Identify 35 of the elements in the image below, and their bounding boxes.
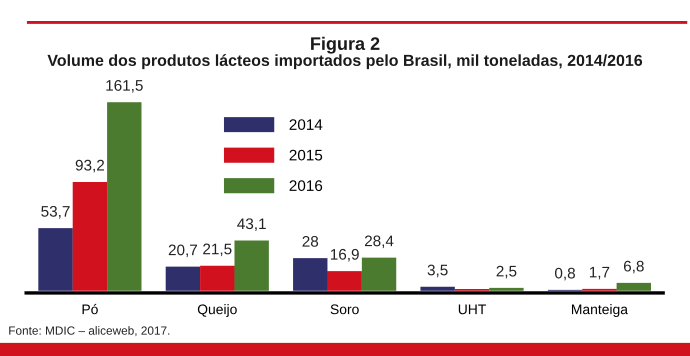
data-label: 3,5	[428, 264, 448, 278]
data-label: 28	[302, 236, 318, 247]
bar	[72, 182, 108, 291]
chart-subtitle: Volume dos produtos lácteos importados pelo Brasil, mil toneladas, 2014/2016	[47, 54, 642, 70]
data-label: 53,7	[41, 206, 70, 219]
bar	[362, 258, 396, 291]
source-note: Fonte: MDIC – aliceweb, 2017.	[9, 326, 170, 336]
x-tick-label: Queijo	[198, 304, 237, 317]
x-tick-label: UHT	[458, 304, 486, 314]
legend-label: 2015	[290, 150, 322, 161]
data-label: 161,5	[106, 80, 143, 93]
bar	[327, 271, 362, 291]
legend-label: 2014	[290, 119, 322, 130]
data-label: 21,5	[203, 244, 232, 256]
legend-label: 2016	[290, 180, 322, 192]
chart-title: Figura 2	[311, 36, 380, 54]
bar	[107, 102, 142, 291]
data-label: 43,1	[237, 218, 266, 231]
data-label: 16,9	[330, 248, 359, 262]
data-label: 20,7	[168, 244, 197, 258]
x-tick-label: Soro	[330, 304, 359, 314]
x-tick-label: Pó	[82, 304, 98, 314]
bar	[38, 228, 73, 291]
x-tick-label: Manteiga	[572, 304, 628, 317]
data-label: 2,5	[496, 266, 516, 278]
bar	[293, 258, 328, 291]
bar	[166, 266, 200, 291]
data-label: 28,4	[364, 236, 394, 248]
data-label: 93,2	[76, 160, 104, 172]
bar	[616, 282, 651, 291]
data-label: 6,8	[624, 260, 644, 274]
bar	[200, 266, 234, 291]
data-label: 1,7	[590, 266, 610, 280]
bar	[234, 240, 269, 291]
data-label: 0,8	[554, 268, 575, 280]
